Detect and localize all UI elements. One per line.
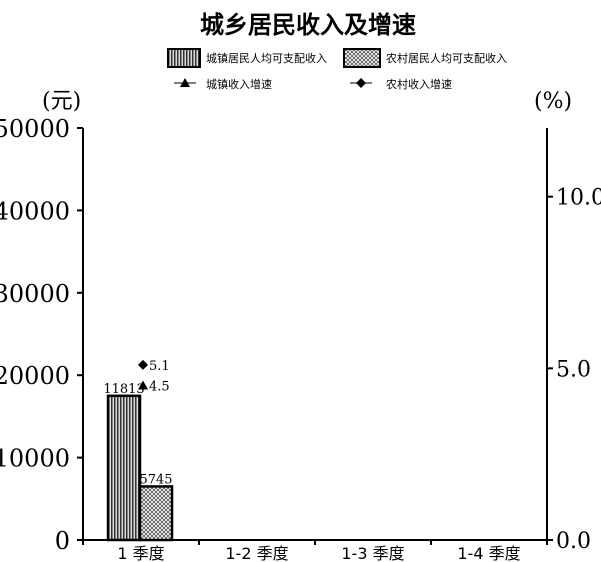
legend-label-rural-growth: 农村收入增速 bbox=[386, 77, 452, 91]
marker-data-label: 4.5 bbox=[149, 380, 170, 395]
legend-swatch-urban-income bbox=[167, 48, 201, 68]
x-tick-label: 1-3 季度 bbox=[341, 544, 404, 562]
legend-swatch-rural-income bbox=[343, 48, 381, 68]
triangle-marker-icon bbox=[180, 78, 190, 87]
marker-data-label: 5.1 bbox=[149, 359, 170, 374]
y-tick-label: 0 bbox=[55, 527, 70, 555]
y2-axis-unit: (%) bbox=[534, 89, 572, 114]
bars: 11813 5745 bbox=[103, 382, 174, 542]
y-tick-label: 20000 bbox=[0, 362, 70, 390]
y-tick-label: 50000 bbox=[0, 115, 70, 143]
bar bbox=[138, 485, 174, 542]
y-axis-unit: (元) bbox=[42, 89, 81, 114]
y-tick-label: 30000 bbox=[0, 280, 70, 308]
y2-tick-label: 0.0 bbox=[556, 529, 591, 554]
x-tick-label: 1-4 季度 bbox=[457, 544, 520, 562]
y2-tick-label: 5.0 bbox=[556, 357, 591, 382]
y2-axis-ticks: 0.0 5.0 10.0 bbox=[547, 186, 601, 554]
x-tick-label: 1-2 季度 bbox=[225, 544, 288, 562]
legend-label-rural-income: 农村居民人均可支配收入 bbox=[386, 51, 507, 65]
y-tick-label: 10000 bbox=[0, 445, 70, 473]
triangle-marker bbox=[138, 380, 148, 390]
y2-tick-label: 10.0 bbox=[556, 186, 601, 211]
diamond-marker bbox=[138, 359, 148, 370]
bar-data-label: 11813 bbox=[103, 382, 144, 397]
x-axis-ticks: 1 季度 1-2 季度 1-3 季度 1-4 季度 bbox=[82, 540, 548, 562]
y-tick-label: 40000 bbox=[0, 197, 70, 225]
chart-title: 城乡居民收入及增速 bbox=[200, 11, 416, 39]
legend: 城镇居民人均可支配收入 农村居民人均可支配收入 城镇收入增速 农村收入增速 bbox=[167, 48, 507, 91]
diamond-marker-icon bbox=[356, 78, 366, 88]
x-tick-label: 1 季度 bbox=[117, 544, 164, 562]
growth-markers: 4.55.1 bbox=[138, 359, 170, 395]
y-axis-ticks: 0 10000 20000 30000 40000 50000 bbox=[0, 115, 83, 555]
bar-data-label: 5745 bbox=[139, 472, 172, 487]
legend-label-urban-income: 城镇居民人均可支配收入 bbox=[206, 51, 327, 65]
legend-label-urban-growth: 城镇收入增速 bbox=[206, 77, 272, 91]
bar bbox=[106, 394, 142, 542]
